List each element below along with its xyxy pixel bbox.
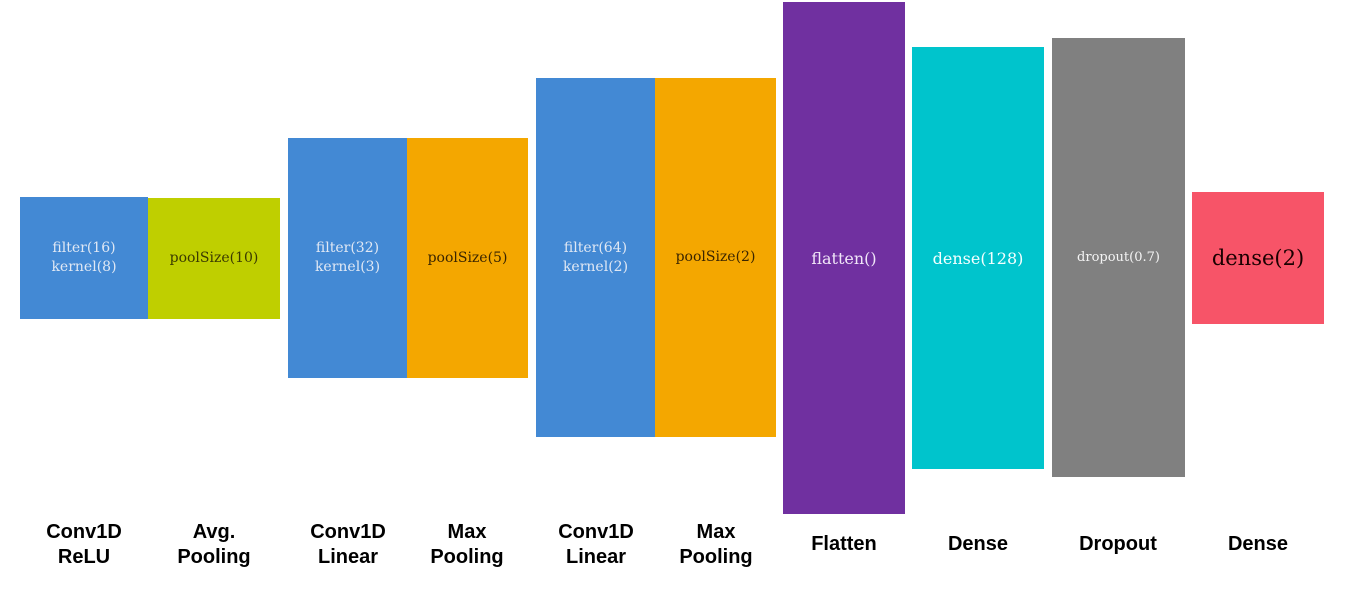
- caption-line: Dense: [947, 533, 1009, 555]
- layer-param-pool-size: poolSize(2): [675, 249, 756, 265]
- layer-caption-conv1d-relu: Conv1D ReLU: [19, 520, 149, 570]
- layer-block-max-pooling: poolSize(2): [655, 78, 776, 437]
- layer-caption-dropout: Dropout: [1053, 532, 1183, 557]
- caption-line: Avg.: [192, 521, 236, 543]
- layer-caption-avg-pooling: Avg. Pooling: [149, 520, 279, 570]
- layer-block-avg-pooling: poolSize(10): [148, 198, 280, 319]
- layer-param-filter: filter(64): [563, 239, 628, 256]
- layer-caption-dense: Dense: [913, 532, 1043, 557]
- layer-param-units: dense(128): [932, 248, 1024, 268]
- layer-param-units: dense(2): [1211, 246, 1305, 270]
- caption-line: Max: [696, 521, 736, 543]
- layer-param-pool-size: poolSize(5): [427, 249, 508, 266]
- layer-caption-max-pooling: Max Pooling: [651, 520, 781, 570]
- caption-line: Pooling: [679, 546, 753, 568]
- layer-param-kernel: kernel(3): [314, 259, 381, 275]
- caption-line: Conv1D: [46, 521, 122, 543]
- layer-block-dense: dense(128): [912, 47, 1044, 469]
- caption-line: Linear: [565, 546, 627, 568]
- layer-caption-conv1d-linear: Conv1D Linear: [531, 520, 661, 570]
- layer-block-conv1d-relu: filter(16) kernel(8): [20, 197, 148, 319]
- layer-param-kernel: kernel(8): [51, 259, 117, 275]
- layer-caption-conv1d-linear: Conv1D Linear: [283, 520, 413, 570]
- layer-param-filter: filter(16): [52, 240, 116, 256]
- layer-block-conv1d-linear: filter(64) kernel(2): [536, 78, 655, 437]
- caption-line: Pooling: [430, 546, 504, 568]
- layer-param-filter: filter(32): [315, 240, 380, 256]
- layer-block-conv1d-linear: filter(32) kernel(3): [288, 138, 407, 378]
- layer-block-dropout: dropout(0.7): [1052, 38, 1185, 477]
- layer-caption-max-pooling: Max Pooling: [402, 520, 532, 570]
- caption-line: Dense: [1227, 533, 1289, 555]
- layer-param-rate: dropout(0.7): [1077, 250, 1160, 265]
- layer-block-output-dense: dense(2): [1192, 192, 1324, 324]
- layer-block-flatten: flatten(): [783, 2, 905, 514]
- caption-line: Conv1D: [310, 521, 386, 543]
- caption-line: Conv1D: [558, 521, 634, 543]
- caption-line: Pooling: [177, 546, 251, 568]
- layer-param-flatten: flatten(): [811, 248, 877, 268]
- caption-line: Dropout: [1079, 533, 1157, 555]
- layer-block-max-pooling: poolSize(5): [407, 138, 528, 378]
- layer-param-kernel: kernel(2): [562, 258, 629, 275]
- caption-line: Flatten: [811, 533, 877, 555]
- layer-caption-output-dense: Dense: [1193, 532, 1323, 557]
- caption-line: ReLU: [57, 546, 111, 568]
- caption-line: Max: [447, 521, 487, 543]
- layer-param-pool-size: poolSize(10): [169, 250, 259, 266]
- layer-caption-flatten: Flatten: [779, 532, 909, 557]
- caption-line: Linear: [317, 546, 379, 568]
